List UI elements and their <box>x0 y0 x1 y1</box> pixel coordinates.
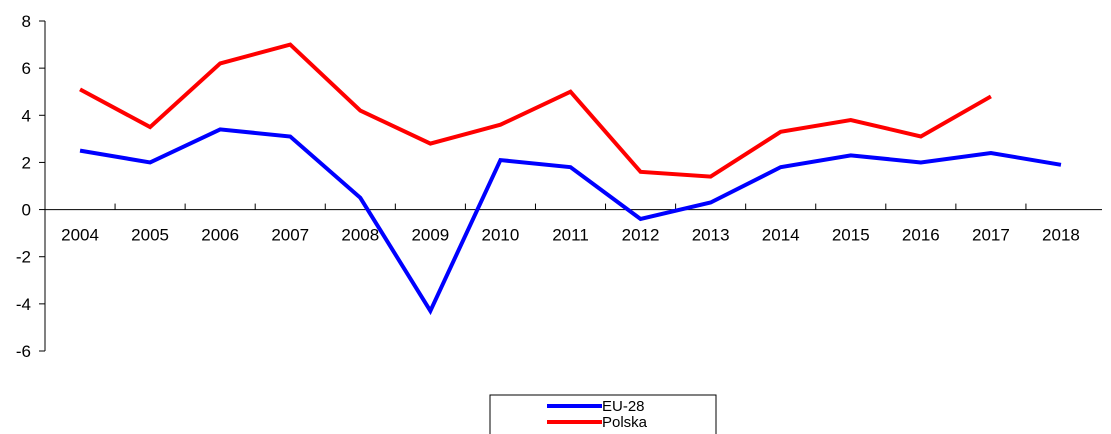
y-tick-label: -6 <box>16 342 31 361</box>
x-tick-label: 2016 <box>902 226 940 245</box>
y-tick-label: -4 <box>16 295 31 314</box>
x-tick-label: 2007 <box>271 226 309 245</box>
x-tick-label: 2004 <box>61 226 99 245</box>
x-tick-label: 2008 <box>341 226 379 245</box>
x-tick-label: 2018 <box>1042 226 1080 245</box>
x-tick-label: 2017 <box>972 226 1010 245</box>
x-tick-label: 2005 <box>131 226 169 245</box>
legend-box <box>489 394 717 434</box>
series-lines <box>79 42 1062 316</box>
series-line-polska <box>79 42 992 179</box>
x-tick-label: 2010 <box>482 226 520 245</box>
x-tick-label: 2009 <box>411 226 449 245</box>
y-tick-label: 8 <box>22 12 31 31</box>
series-line-eu-28 <box>79 127 1062 316</box>
x-tick-label: 2015 <box>832 226 870 245</box>
y-tick-label: 6 <box>22 59 31 78</box>
legend-label: Polska <box>602 414 648 431</box>
y-tick-label: 4 <box>22 106 31 125</box>
y-tick-label: -2 <box>16 248 31 267</box>
legend-label: EU-28 <box>602 398 645 415</box>
x-tick-label: 2011 <box>552 226 589 245</box>
x-tick-label: 2012 <box>622 226 660 245</box>
x-tick-label: 2014 <box>762 226 800 245</box>
y-tick-label: 2 <box>22 153 31 172</box>
x-tick-label: 2013 <box>692 226 730 245</box>
x-tick-label: 2006 <box>201 226 239 245</box>
y-tick-label: 0 <box>22 201 31 220</box>
axes: 8 6 4 2 0 -2 -4 -6 2004 2005 2006 2007 2008 2009 2010 2… <box>16 12 1102 361</box>
